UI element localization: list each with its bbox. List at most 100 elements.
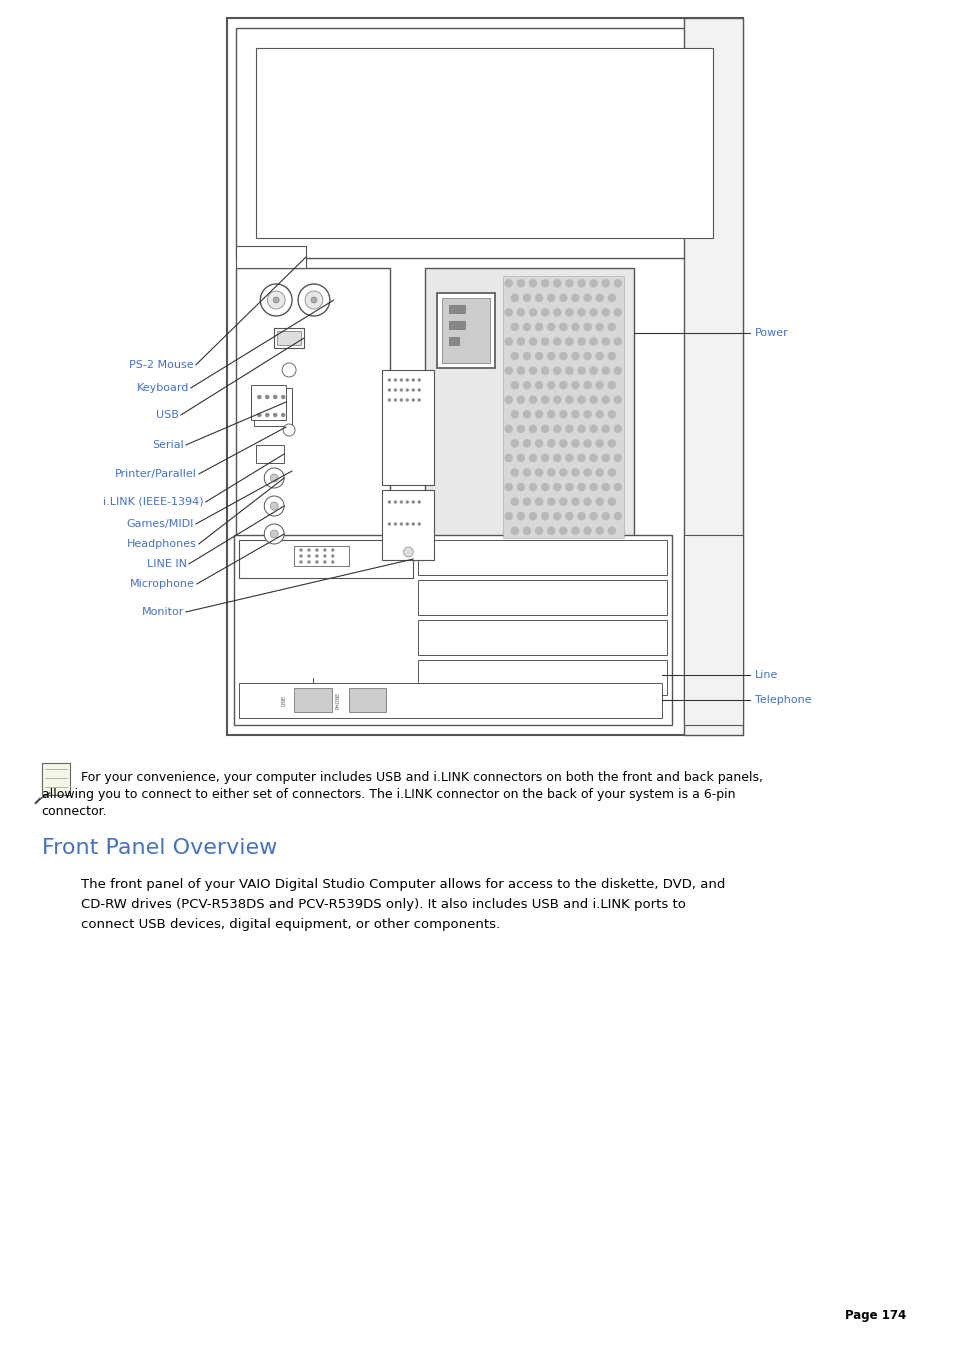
Circle shape — [607, 469, 615, 477]
Circle shape — [417, 399, 420, 401]
Circle shape — [517, 454, 524, 462]
Circle shape — [601, 308, 609, 316]
Circle shape — [583, 439, 591, 447]
Circle shape — [547, 469, 555, 477]
Circle shape — [504, 512, 512, 520]
Circle shape — [394, 500, 396, 504]
Circle shape — [529, 308, 537, 316]
Circle shape — [267, 290, 285, 309]
Circle shape — [558, 323, 567, 331]
Circle shape — [522, 381, 531, 389]
Circle shape — [517, 308, 524, 316]
Circle shape — [565, 366, 573, 374]
Circle shape — [558, 497, 567, 505]
Circle shape — [595, 323, 603, 331]
Circle shape — [504, 338, 512, 346]
Circle shape — [265, 394, 269, 399]
Circle shape — [529, 454, 537, 462]
Circle shape — [517, 280, 524, 288]
Circle shape — [257, 394, 261, 399]
Bar — [42, 763, 70, 794]
Circle shape — [504, 454, 512, 462]
Circle shape — [388, 378, 391, 381]
Circle shape — [504, 280, 512, 288]
Circle shape — [589, 484, 597, 490]
Circle shape — [595, 527, 603, 535]
Circle shape — [583, 469, 591, 477]
Bar — [682, 18, 742, 735]
Bar — [417, 661, 666, 694]
Circle shape — [331, 561, 334, 563]
Circle shape — [529, 484, 537, 490]
Text: Games/MIDI: Games/MIDI — [126, 519, 193, 530]
Circle shape — [394, 399, 396, 401]
Circle shape — [273, 394, 277, 399]
Circle shape — [565, 280, 573, 288]
Circle shape — [547, 411, 555, 419]
Circle shape — [540, 424, 549, 432]
Circle shape — [547, 497, 555, 505]
Circle shape — [405, 378, 409, 381]
Circle shape — [510, 439, 518, 447]
Circle shape — [571, 469, 578, 477]
Circle shape — [589, 454, 597, 462]
Circle shape — [558, 527, 567, 535]
Circle shape — [571, 527, 578, 535]
Bar — [449, 305, 464, 313]
Circle shape — [535, 527, 542, 535]
Circle shape — [388, 399, 391, 401]
Circle shape — [547, 381, 555, 389]
Circle shape — [583, 323, 591, 331]
Circle shape — [607, 439, 615, 447]
Circle shape — [504, 396, 512, 404]
Circle shape — [307, 561, 310, 563]
Circle shape — [270, 503, 278, 509]
Circle shape — [535, 293, 542, 301]
Circle shape — [577, 366, 585, 374]
Circle shape — [399, 500, 402, 504]
Circle shape — [571, 439, 578, 447]
Circle shape — [558, 439, 567, 447]
Circle shape — [577, 512, 585, 520]
Circle shape — [565, 338, 573, 346]
Circle shape — [273, 297, 279, 303]
Circle shape — [571, 411, 578, 419]
Circle shape — [522, 439, 531, 447]
Circle shape — [565, 424, 573, 432]
Circle shape — [535, 497, 542, 505]
Circle shape — [517, 366, 524, 374]
Circle shape — [315, 549, 318, 551]
Circle shape — [260, 284, 292, 316]
Circle shape — [553, 366, 560, 374]
Circle shape — [394, 523, 396, 526]
Circle shape — [589, 366, 597, 374]
Circle shape — [595, 497, 603, 505]
Circle shape — [613, 512, 621, 520]
Circle shape — [522, 527, 531, 535]
Text: connector.: connector. — [42, 805, 108, 817]
Circle shape — [571, 353, 578, 361]
Circle shape — [315, 554, 318, 558]
Circle shape — [517, 512, 524, 520]
Circle shape — [540, 512, 549, 520]
Circle shape — [504, 484, 512, 490]
Circle shape — [547, 439, 555, 447]
Bar — [234, 535, 671, 725]
Bar — [254, 388, 292, 426]
Bar — [236, 246, 306, 267]
Circle shape — [607, 381, 615, 389]
Circle shape — [282, 363, 295, 377]
Circle shape — [323, 554, 326, 558]
Text: Keyboard: Keyboard — [136, 382, 189, 393]
Circle shape — [540, 366, 549, 374]
Bar — [382, 490, 434, 561]
Circle shape — [613, 280, 621, 288]
Circle shape — [510, 411, 518, 419]
Circle shape — [510, 469, 518, 477]
Circle shape — [510, 353, 518, 361]
Circle shape — [601, 424, 609, 432]
Circle shape — [412, 389, 415, 392]
Text: connect USB devices, digital equipment, or other components.: connect USB devices, digital equipment, … — [81, 917, 500, 931]
Circle shape — [281, 394, 285, 399]
Bar — [436, 293, 495, 367]
